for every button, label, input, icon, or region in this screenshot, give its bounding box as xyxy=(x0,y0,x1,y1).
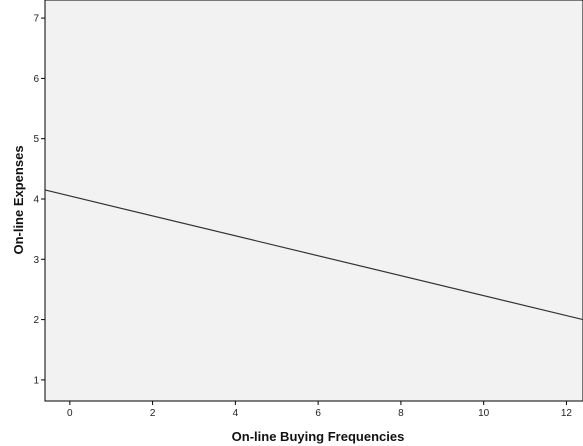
x-tick-label: 4 xyxy=(233,408,239,419)
y-tick-label: 6 xyxy=(33,74,39,85)
x-tick-label: 6 xyxy=(315,408,321,419)
y-axis-title: On-line Expenses xyxy=(11,145,26,254)
y-tick-label: 3 xyxy=(33,255,39,266)
x-axis: 0 2 4 6 8 10 12 xyxy=(67,401,572,419)
y-axis: 1 2 3 4 5 6 7 xyxy=(33,14,45,386)
y-tick-label: 5 xyxy=(33,134,39,145)
y-tick-label: 2 xyxy=(33,315,39,326)
x-axis-title: On-line Buying Frequencies xyxy=(232,429,405,444)
x-tick-label: 8 xyxy=(398,408,404,419)
y-tick-label: 7 xyxy=(33,14,39,25)
x-tick-label: 2 xyxy=(150,408,156,419)
y-tick-label: 4 xyxy=(33,194,39,205)
y-tick-label: 1 xyxy=(33,375,39,386)
series-layer xyxy=(44,189,583,321)
x-tick-label: 10 xyxy=(478,408,490,419)
x-tick-label: 0 xyxy=(67,408,73,419)
x-tick-label: 12 xyxy=(561,408,573,419)
plot-area xyxy=(44,0,583,402)
fit-line xyxy=(44,189,583,321)
